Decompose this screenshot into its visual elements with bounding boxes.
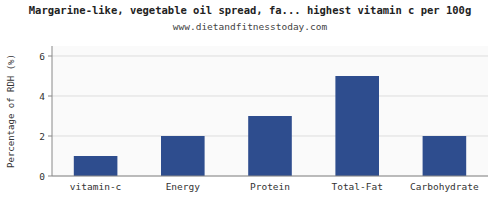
y-tick	[48, 176, 52, 177]
bar	[335, 76, 379, 176]
bar	[423, 136, 467, 176]
x-tick-label: vitamin-c	[70, 181, 121, 192]
bar	[74, 156, 118, 176]
y-tick	[48, 136, 52, 137]
grid-line	[52, 176, 488, 177]
x-tick-label: Protein	[250, 181, 290, 192]
plot-area	[52, 46, 488, 176]
y-axis-label: Percentage of RDH (%)	[6, 54, 16, 168]
y-tick-label: 4	[39, 91, 45, 102]
grid-line	[52, 96, 488, 97]
title: Margarine-like, vegetable oil spread, fa…	[29, 4, 472, 16]
bar	[161, 136, 205, 176]
y-tick-label: 6	[39, 51, 45, 62]
y-axis-line	[52, 46, 53, 176]
background	[0, 0, 500, 200]
bars	[74, 76, 466, 176]
y-tick	[48, 56, 52, 57]
chart-container: Margarine-like, vegetable oil spread, fa…	[0, 0, 500, 200]
x-tick-label: Carbohydrate	[410, 181, 479, 192]
y-tick-label: 2	[39, 131, 45, 142]
x-tick-label: Energy	[166, 181, 201, 192]
y-tick-label: 0	[39, 171, 45, 182]
bar	[248, 116, 292, 176]
subtitle: www.dietandfitnesstoday.com	[173, 21, 328, 32]
y-tick	[48, 96, 52, 97]
grid-line	[52, 56, 488, 57]
chart: Margarine-like, vegetable oil spread, fa…	[0, 0, 500, 200]
x-tick-label: Total-Fat	[331, 181, 382, 192]
x-axis-line	[52, 176, 488, 177]
